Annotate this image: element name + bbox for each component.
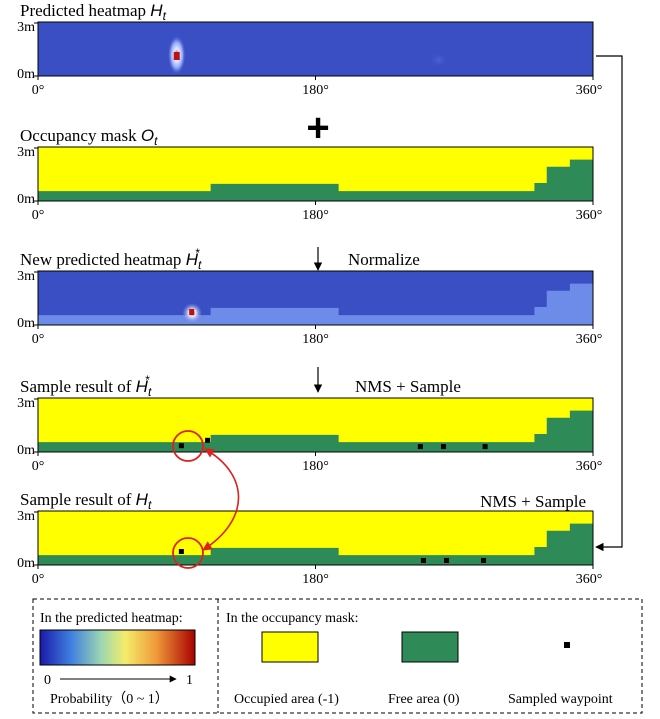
waypoint [481, 558, 487, 563]
x-tick-label: 0° [32, 208, 45, 223]
x-tick-label: 180° [302, 332, 329, 347]
y-label-top: 3m [17, 145, 35, 160]
x-tick-label: 180° [302, 208, 329, 223]
free-swatch [401, 631, 459, 663]
nms-sample-label-2: NMS + Sample [480, 492, 586, 511]
title-subscript: t [198, 258, 202, 272]
waypoint [178, 443, 184, 449]
x-tick-label: 0° [32, 459, 45, 474]
waypoint [444, 558, 450, 563]
title-prefix: Sample result of [20, 490, 136, 509]
legend: In the predicted heatmap: 0 1 Probabilit… [32, 598, 643, 714]
free-region [38, 410, 593, 452]
x-tick-label: 360° [576, 332, 603, 347]
title-prefix: New predicted heatmap [20, 250, 186, 269]
panel-title-1: Predicted heatmap Ht [20, 1, 167, 23]
highlight-link-arrow [202, 448, 240, 551]
colorbar-min: 0 [44, 673, 51, 688]
y-label-top: 3m [17, 509, 35, 524]
waypoint [440, 444, 446, 450]
x-tick-label: 360° [576, 459, 603, 474]
panel-title-5: Sample result of Ht [20, 490, 152, 512]
y-label-bottom: 0m [17, 556, 35, 571]
normalize-label: Normalize [348, 250, 420, 269]
y-label-bottom: 0m [17, 192, 35, 207]
occupied-swatch [261, 631, 319, 663]
y-label-bottom: 0m [17, 443, 35, 458]
waypoint-swatch [564, 642, 570, 648]
free-region [38, 159, 593, 201]
panel-title-3: New predicted heatmap Ht* [20, 246, 202, 272]
title-subscript: t [154, 134, 158, 148]
y-label-top: 3m [17, 396, 35, 411]
title-subscript: t [148, 385, 152, 399]
x-tick-label: 0° [32, 332, 45, 347]
x-tick-label: 0° [32, 572, 45, 587]
legend-occupancy-header: In the occupancy mask: [226, 611, 359, 626]
free-region [38, 523, 593, 565]
legend-frame [32, 598, 643, 714]
waypoint [205, 437, 211, 443]
heatmap-bg [38, 22, 593, 76]
heat-faint [428, 52, 449, 68]
title-superscript: * [145, 373, 150, 387]
panel-title-4: Sample result of Ht* [20, 373, 152, 399]
x-tick-label: 0° [32, 83, 45, 98]
x-tick-label: 360° [576, 83, 603, 98]
title-superscript: * [195, 246, 200, 260]
title-symbol: H [136, 377, 149, 396]
title-symbol: H [150, 1, 163, 20]
x-tick-label: 360° [576, 208, 603, 223]
skip-connector [595, 55, 623, 552]
title-symbol: O [141, 126, 154, 145]
colorbar-max: 1 [186, 673, 193, 688]
title-symbol: H [136, 490, 149, 509]
title-prefix: Sample result of [20, 377, 136, 396]
x-tick-label: 180° [302, 459, 329, 474]
occupied-label: Occupied area (-1) [234, 692, 339, 707]
waypoint [417, 444, 423, 450]
heat-peak-core [173, 52, 180, 60]
free-label: Free area (0) [388, 692, 460, 707]
title-subscript: t [148, 498, 152, 512]
plus-operator: + [306, 106, 329, 150]
heat-norm-core [189, 309, 195, 315]
x-tick-label: 180° [302, 83, 329, 98]
y-label-top: 3m [17, 269, 35, 284]
x-tick-label: 360° [576, 572, 603, 587]
waypoint [178, 549, 184, 554]
waypoint [482, 444, 488, 450]
title-prefix: Occupancy mask [20, 126, 141, 145]
title-symbol: H [186, 250, 199, 269]
title-prefix: Predicted heatmap [20, 1, 150, 20]
title-subscript: t [163, 9, 167, 23]
highlight-circle-bottom [172, 537, 204, 569]
probability-label: Probability（0 ~ 1） [50, 691, 169, 707]
heatmap-free-region [38, 283, 593, 325]
y-label-bottom: 0m [17, 67, 35, 82]
waypoint [420, 558, 426, 563]
y-label-top: 3m [17, 20, 35, 35]
highlight-circle-top [172, 430, 204, 462]
panel-title-2: Occupancy mask Ot [20, 126, 158, 148]
y-label-bottom: 0m [17, 316, 35, 331]
nms-sample-label-1: NMS + Sample [355, 377, 461, 396]
legend-heatmap-header: In the predicted heatmap: [40, 611, 183, 626]
colorbar [39, 629, 196, 666]
x-tick-label: 180° [302, 572, 329, 587]
waypoint-label: Sampled waypoint [508, 692, 613, 707]
